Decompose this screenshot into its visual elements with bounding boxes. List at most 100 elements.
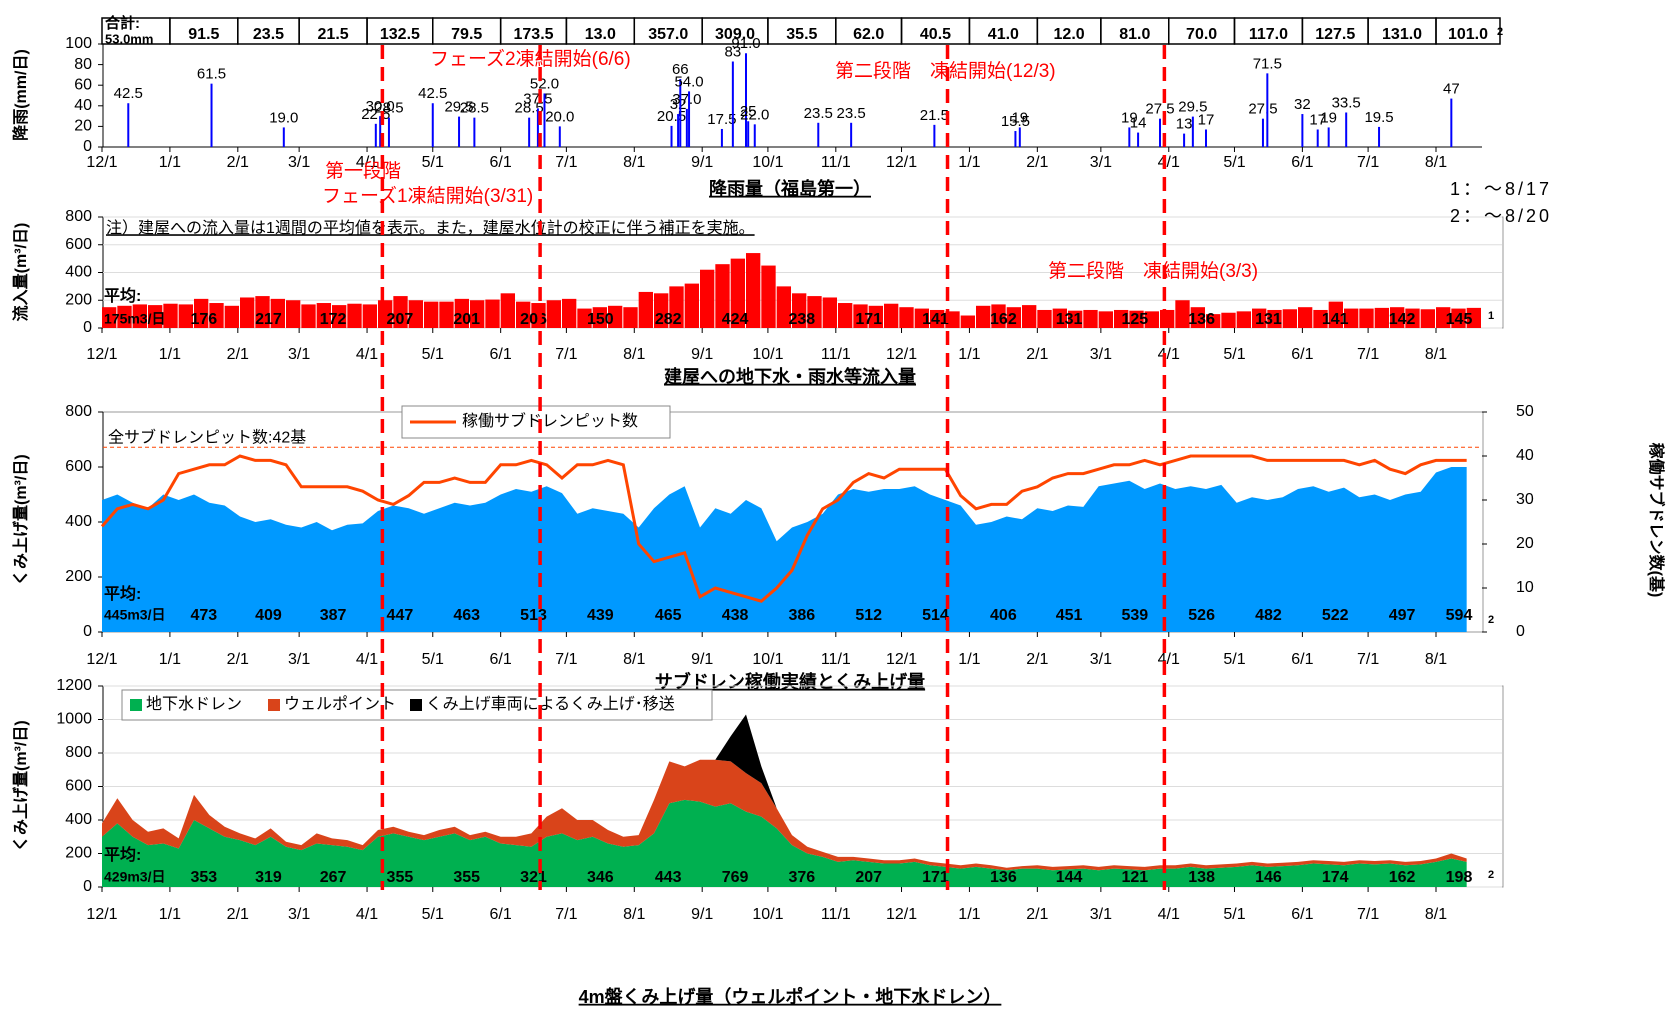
x-tick-label: 6/1 xyxy=(490,346,512,363)
monthly-average: 175m3/日 xyxy=(104,311,165,327)
stacked-area xyxy=(102,799,1467,887)
bar xyxy=(730,258,745,328)
x-tick-label: 3/1 xyxy=(1090,154,1112,171)
bar xyxy=(1114,309,1129,328)
x-tick-label: 4/1 xyxy=(1158,906,1180,923)
legend-swatch xyxy=(410,699,422,711)
monthly-average: 346 xyxy=(587,869,614,886)
monthly-total: 132.5 xyxy=(380,26,420,43)
bar xyxy=(1129,310,1144,328)
legend-swatch xyxy=(130,699,142,711)
x-tick-label: 7/1 xyxy=(555,651,577,668)
monthly-total: 41.0 xyxy=(988,26,1019,43)
x-tick-label: 10/1 xyxy=(752,346,783,363)
bar xyxy=(1420,309,1435,328)
x-tick-label: 6/1 xyxy=(490,651,512,668)
data-label: 42.5 xyxy=(114,85,143,102)
monthly-average: 171 xyxy=(922,869,949,886)
monthly-average: 424 xyxy=(722,311,749,328)
bar xyxy=(1261,118,1264,147)
x-tick-label: 5/1 xyxy=(422,154,444,171)
x-tick-label: 3/1 xyxy=(288,651,310,668)
x-tick-label: 7/1 xyxy=(1357,906,1379,923)
line xyxy=(100,454,1467,603)
bar xyxy=(1390,307,1405,328)
x-tick-label: 12/1 xyxy=(86,154,117,171)
monthly-average: 522 xyxy=(1322,607,1349,624)
monthly-average: 207 xyxy=(387,311,414,328)
bar xyxy=(868,305,883,328)
monthly-average: 217 xyxy=(255,311,282,328)
chart-title: 建屋への地下水・雨水等流入量 xyxy=(664,366,916,387)
data-label: 54.0 xyxy=(674,73,703,90)
monthly-average: 150 xyxy=(587,311,614,328)
bar xyxy=(688,91,691,147)
y-axis-label: 流入量(m³/日) xyxy=(11,223,30,322)
data-label: 28.5 xyxy=(515,100,544,117)
bar xyxy=(1137,132,1140,147)
monthly-average: 172 xyxy=(320,311,347,328)
monthly-average: 386 xyxy=(789,607,816,624)
x-tick-label: 5/1 xyxy=(1223,154,1245,171)
data-label: 14 xyxy=(1130,115,1147,132)
bar xyxy=(1378,126,1381,147)
bar xyxy=(1450,98,1453,147)
monthly-average: 238 xyxy=(789,311,816,328)
bar xyxy=(1267,309,1282,328)
bar xyxy=(1313,309,1328,328)
bar xyxy=(194,298,209,328)
x-tick-label: 2/1 xyxy=(227,651,249,668)
x-tick-label: 11/1 xyxy=(821,906,851,923)
monthly-average: 121 xyxy=(1121,869,1148,886)
bar xyxy=(933,124,936,147)
x-tick-label: 2/1 xyxy=(227,154,249,171)
bar xyxy=(408,300,423,328)
note-mark: 1 xyxy=(1488,310,1494,322)
bar xyxy=(720,128,723,147)
y2-tick-label: 50 xyxy=(1516,403,1534,420)
bar xyxy=(1301,114,1304,147)
monthly-average: 353 xyxy=(191,869,218,886)
x-tick-label: 4/1 xyxy=(356,154,378,171)
y2-tick-label: 40 xyxy=(1516,447,1534,464)
monthly-average: 171 xyxy=(855,311,882,328)
reference-label: 全サブドレンピット数:42基 xyxy=(108,427,306,446)
bar xyxy=(1451,308,1466,328)
monthly-total: 40.5 xyxy=(920,26,951,43)
monthly-average: 512 xyxy=(855,607,882,624)
bar xyxy=(1098,311,1113,328)
bar xyxy=(753,124,756,147)
monthly-average: 439 xyxy=(587,607,614,624)
bar xyxy=(1144,311,1159,328)
bar xyxy=(332,305,347,328)
chart-3: 0 200 400 600 800 1000 1200 12/1 1/1 2/1 3/1 4/1 5/1… xyxy=(12,677,1504,1007)
x-tick-label: 12/1 xyxy=(886,346,917,363)
y-tick-label: 60 xyxy=(74,76,92,93)
y-tick-label: 200 xyxy=(65,291,92,308)
x-tick-label: 7/1 xyxy=(555,346,577,363)
note-mark: 2 xyxy=(1488,869,1494,881)
bar xyxy=(148,305,163,328)
bar xyxy=(1374,307,1389,328)
monthly-labels: 平均: 429m3/日 353 319 267 355 355 321 346 443 769 376… xyxy=(104,845,1472,886)
bar xyxy=(1405,308,1420,328)
x-tick-label: 11/1 xyxy=(821,651,851,668)
x-tick-label: 2/1 xyxy=(1026,651,1048,668)
monthly-total: 23.5 xyxy=(253,26,284,43)
y-axis-label: くみ上げ量(m³/日) xyxy=(12,454,30,585)
x-tick-label: 7/1 xyxy=(555,154,577,171)
bar xyxy=(178,304,193,328)
monthly-title: 平均: xyxy=(104,286,141,305)
y-tick-label: 0 xyxy=(83,623,92,640)
bar xyxy=(127,103,130,147)
bar xyxy=(1359,308,1374,328)
data-label: 19 xyxy=(1011,109,1028,126)
bar xyxy=(679,79,682,147)
monthly-average: 769 xyxy=(722,869,749,886)
bar xyxy=(1018,127,1021,147)
chart-0: 0 20 40 60 80 100 12/1 1/1 2/1 3/1 4/1 5/1 6/1 7/1 8/1… xyxy=(11,26,1503,199)
x-tick-label: 4/1 xyxy=(356,651,378,668)
x-tick-label: 3/1 xyxy=(1090,906,1112,923)
